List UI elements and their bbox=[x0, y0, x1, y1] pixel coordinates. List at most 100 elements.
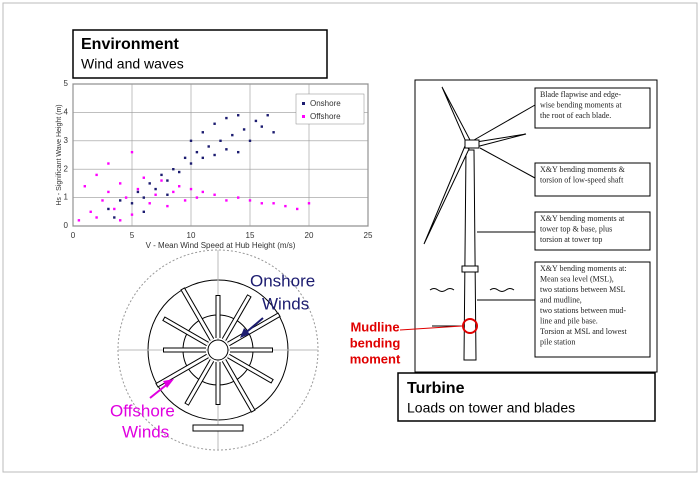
scatter-point bbox=[183, 199, 187, 202]
annotation-text: torsion at tower top bbox=[540, 235, 602, 244]
scatter-point bbox=[178, 170, 181, 174]
scatter-point bbox=[101, 199, 104, 202]
mudline-pointer bbox=[399, 325, 463, 331]
scatter-point bbox=[160, 173, 163, 177]
scatter-point bbox=[189, 187, 193, 191]
annotation-box bbox=[534, 162, 651, 197]
scatter-point bbox=[178, 185, 181, 188]
rose-center bbox=[207, 339, 229, 361]
scatter-point bbox=[107, 207, 110, 211]
y-tick-label: 3 bbox=[64, 136, 69, 145]
mudline-marker bbox=[462, 318, 478, 334]
scatter-point bbox=[160, 179, 163, 182]
x-tick-label: 5 bbox=[130, 231, 135, 240]
scatter-point bbox=[183, 156, 187, 160]
scatter-point bbox=[307, 202, 311, 205]
scatter-point bbox=[154, 187, 157, 191]
scatter-point bbox=[225, 116, 228, 120]
annotation-box bbox=[534, 261, 651, 358]
legend-box bbox=[295, 93, 365, 125]
scatter-point bbox=[166, 193, 169, 196]
scatter-point bbox=[266, 114, 269, 117]
scatter-point bbox=[142, 210, 145, 213]
annotation-text: the root of each blade. bbox=[540, 111, 611, 120]
scatter-point bbox=[119, 199, 122, 202]
rose-spoke-inner bbox=[227, 313, 280, 346]
legend-swatch bbox=[302, 115, 305, 118]
scatter-point bbox=[119, 219, 122, 222]
scatter-point bbox=[296, 207, 299, 211]
scatter-point bbox=[119, 182, 122, 185]
annotation-text: torsion of low-speed shaft bbox=[540, 175, 624, 184]
scatter-point bbox=[142, 176, 145, 179]
rose-spoke-inner bbox=[163, 317, 209, 346]
offshore-label: Winds bbox=[122, 422, 169, 441]
rose-spoke-inner bbox=[222, 359, 255, 412]
scatter-point bbox=[172, 190, 175, 194]
scatter-point bbox=[77, 219, 81, 222]
rose-spoke-inner bbox=[181, 288, 214, 341]
scatter-point bbox=[113, 216, 116, 219]
scatter-point bbox=[272, 202, 275, 205]
turbine-subtitle: Loads on tower and blades bbox=[407, 400, 575, 416]
leader bbox=[479, 147, 536, 179]
y-axis-label: Hs - Significant Wave Height (m) bbox=[56, 104, 63, 205]
offshore-label: Offshore bbox=[110, 401, 175, 420]
scatter-point bbox=[284, 204, 287, 208]
annotation-text: Torsion at MSL and lowest bbox=[540, 327, 627, 336]
environment-title: Environment bbox=[81, 36, 179, 53]
turbine-drawing bbox=[423, 86, 527, 361]
y-tick-label: 2 bbox=[64, 164, 69, 173]
scatter-point bbox=[107, 162, 110, 165]
rose-scale bbox=[192, 424, 244, 432]
x-tick-label: 10 bbox=[187, 231, 196, 240]
scatter-point bbox=[260, 202, 263, 205]
y-tick-label: 4 bbox=[64, 108, 69, 117]
annotations: Blade flapwise and edge-wise bending mom… bbox=[540, 90, 627, 347]
scatter-point bbox=[83, 185, 86, 188]
tower bbox=[463, 149, 477, 361]
scatter-point bbox=[172, 168, 175, 171]
scatter-point bbox=[124, 196, 128, 199]
annotation-text: Mean sea level (MSL), bbox=[540, 274, 614, 283]
sea-level bbox=[429, 288, 515, 292]
annotation-text: two stations between MSL bbox=[540, 285, 626, 294]
annotation-text: and mudline, bbox=[540, 295, 582, 304]
scatter-point bbox=[201, 131, 204, 134]
annotation-text: X&Y bending moments at: bbox=[540, 264, 627, 273]
rose-spoke-inner bbox=[185, 359, 214, 405]
environment-subtitle: Wind and waves bbox=[81, 56, 184, 72]
scatter-point bbox=[207, 145, 210, 148]
offshore-arrowhead bbox=[163, 379, 174, 388]
scatter-point bbox=[130, 202, 134, 205]
scatter-point bbox=[237, 150, 240, 154]
platform bbox=[461, 265, 479, 273]
annotation-text: X&Y bending moments & bbox=[540, 165, 626, 174]
x-axis-label: V - Mean Wind Speed at Hub Height (m/s) bbox=[146, 241, 296, 250]
y-tick-label: 5 bbox=[64, 79, 69, 88]
scatter-point bbox=[136, 190, 140, 194]
scatter-chart: 0 1 2 3 4 5 0 5 10 15 20 25 V - Mean Wind Speed at H… bbox=[56, 79, 373, 250]
scatter-point bbox=[213, 193, 216, 196]
environment-box bbox=[72, 29, 328, 79]
scatter-point bbox=[95, 216, 98, 219]
scatter-point bbox=[213, 153, 216, 157]
scatter-point bbox=[231, 133, 234, 137]
mudline-label: bending bbox=[350, 335, 401, 350]
scatter-point bbox=[130, 150, 134, 154]
scatter-point bbox=[148, 182, 151, 185]
scatter-point bbox=[237, 196, 240, 199]
annotation-text: X&Y bending moments at bbox=[540, 214, 625, 223]
scatter-point bbox=[130, 213, 134, 216]
scatter-point bbox=[189, 139, 193, 142]
scatter-point bbox=[136, 187, 140, 191]
scatter-point bbox=[107, 190, 110, 194]
onshore-label: Winds bbox=[262, 294, 309, 313]
legend-label: Onshore bbox=[310, 99, 341, 108]
x-tick-label: 20 bbox=[305, 231, 314, 240]
nacelle bbox=[464, 139, 480, 149]
scatter-point bbox=[189, 162, 193, 165]
legend-swatch bbox=[302, 102, 305, 105]
scatter-point bbox=[201, 156, 204, 160]
